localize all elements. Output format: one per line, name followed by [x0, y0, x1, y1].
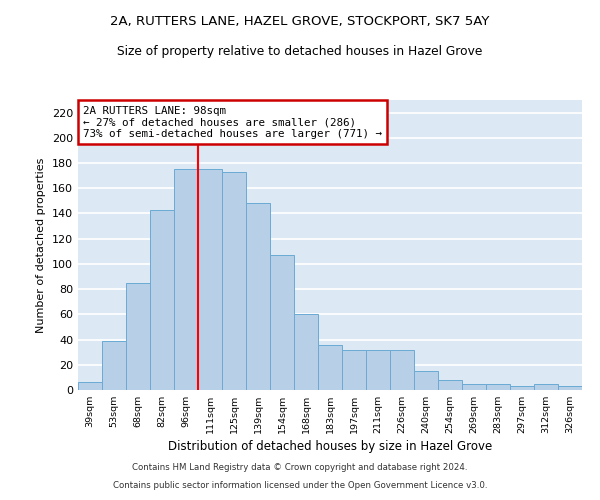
Text: 2A RUTTERS LANE: 98sqm
← 27% of detached houses are smaller (286)
73% of semi-de: 2A RUTTERS LANE: 98sqm ← 27% of detached…	[83, 106, 382, 139]
Bar	[270, 255, 294, 390]
Bar	[486, 384, 510, 390]
Text: Contains HM Land Registry data © Crown copyright and database right 2024.: Contains HM Land Registry data © Crown c…	[132, 464, 468, 472]
Bar	[534, 384, 558, 390]
Bar	[198, 170, 222, 390]
Bar	[510, 386, 534, 390]
Bar	[102, 341, 126, 390]
Bar	[414, 371, 438, 390]
Bar	[78, 382, 102, 390]
Bar	[366, 350, 390, 390]
Bar	[342, 350, 366, 390]
Text: Size of property relative to detached houses in Hazel Grove: Size of property relative to detached ho…	[118, 45, 482, 58]
Bar	[222, 172, 246, 390]
Bar	[246, 204, 270, 390]
Bar	[462, 384, 486, 390]
Bar	[126, 283, 150, 390]
Bar	[390, 350, 414, 390]
X-axis label: Distribution of detached houses by size in Hazel Grove: Distribution of detached houses by size …	[168, 440, 492, 453]
Text: Contains public sector information licensed under the Open Government Licence v3: Contains public sector information licen…	[113, 481, 487, 490]
Bar	[174, 170, 198, 390]
Bar	[558, 386, 582, 390]
Bar	[318, 344, 342, 390]
Text: 2A, RUTTERS LANE, HAZEL GROVE, STOCKPORT, SK7 5AY: 2A, RUTTERS LANE, HAZEL GROVE, STOCKPORT…	[110, 15, 490, 28]
Bar	[294, 314, 318, 390]
Bar	[438, 380, 462, 390]
Y-axis label: Number of detached properties: Number of detached properties	[37, 158, 46, 332]
Bar	[150, 210, 174, 390]
